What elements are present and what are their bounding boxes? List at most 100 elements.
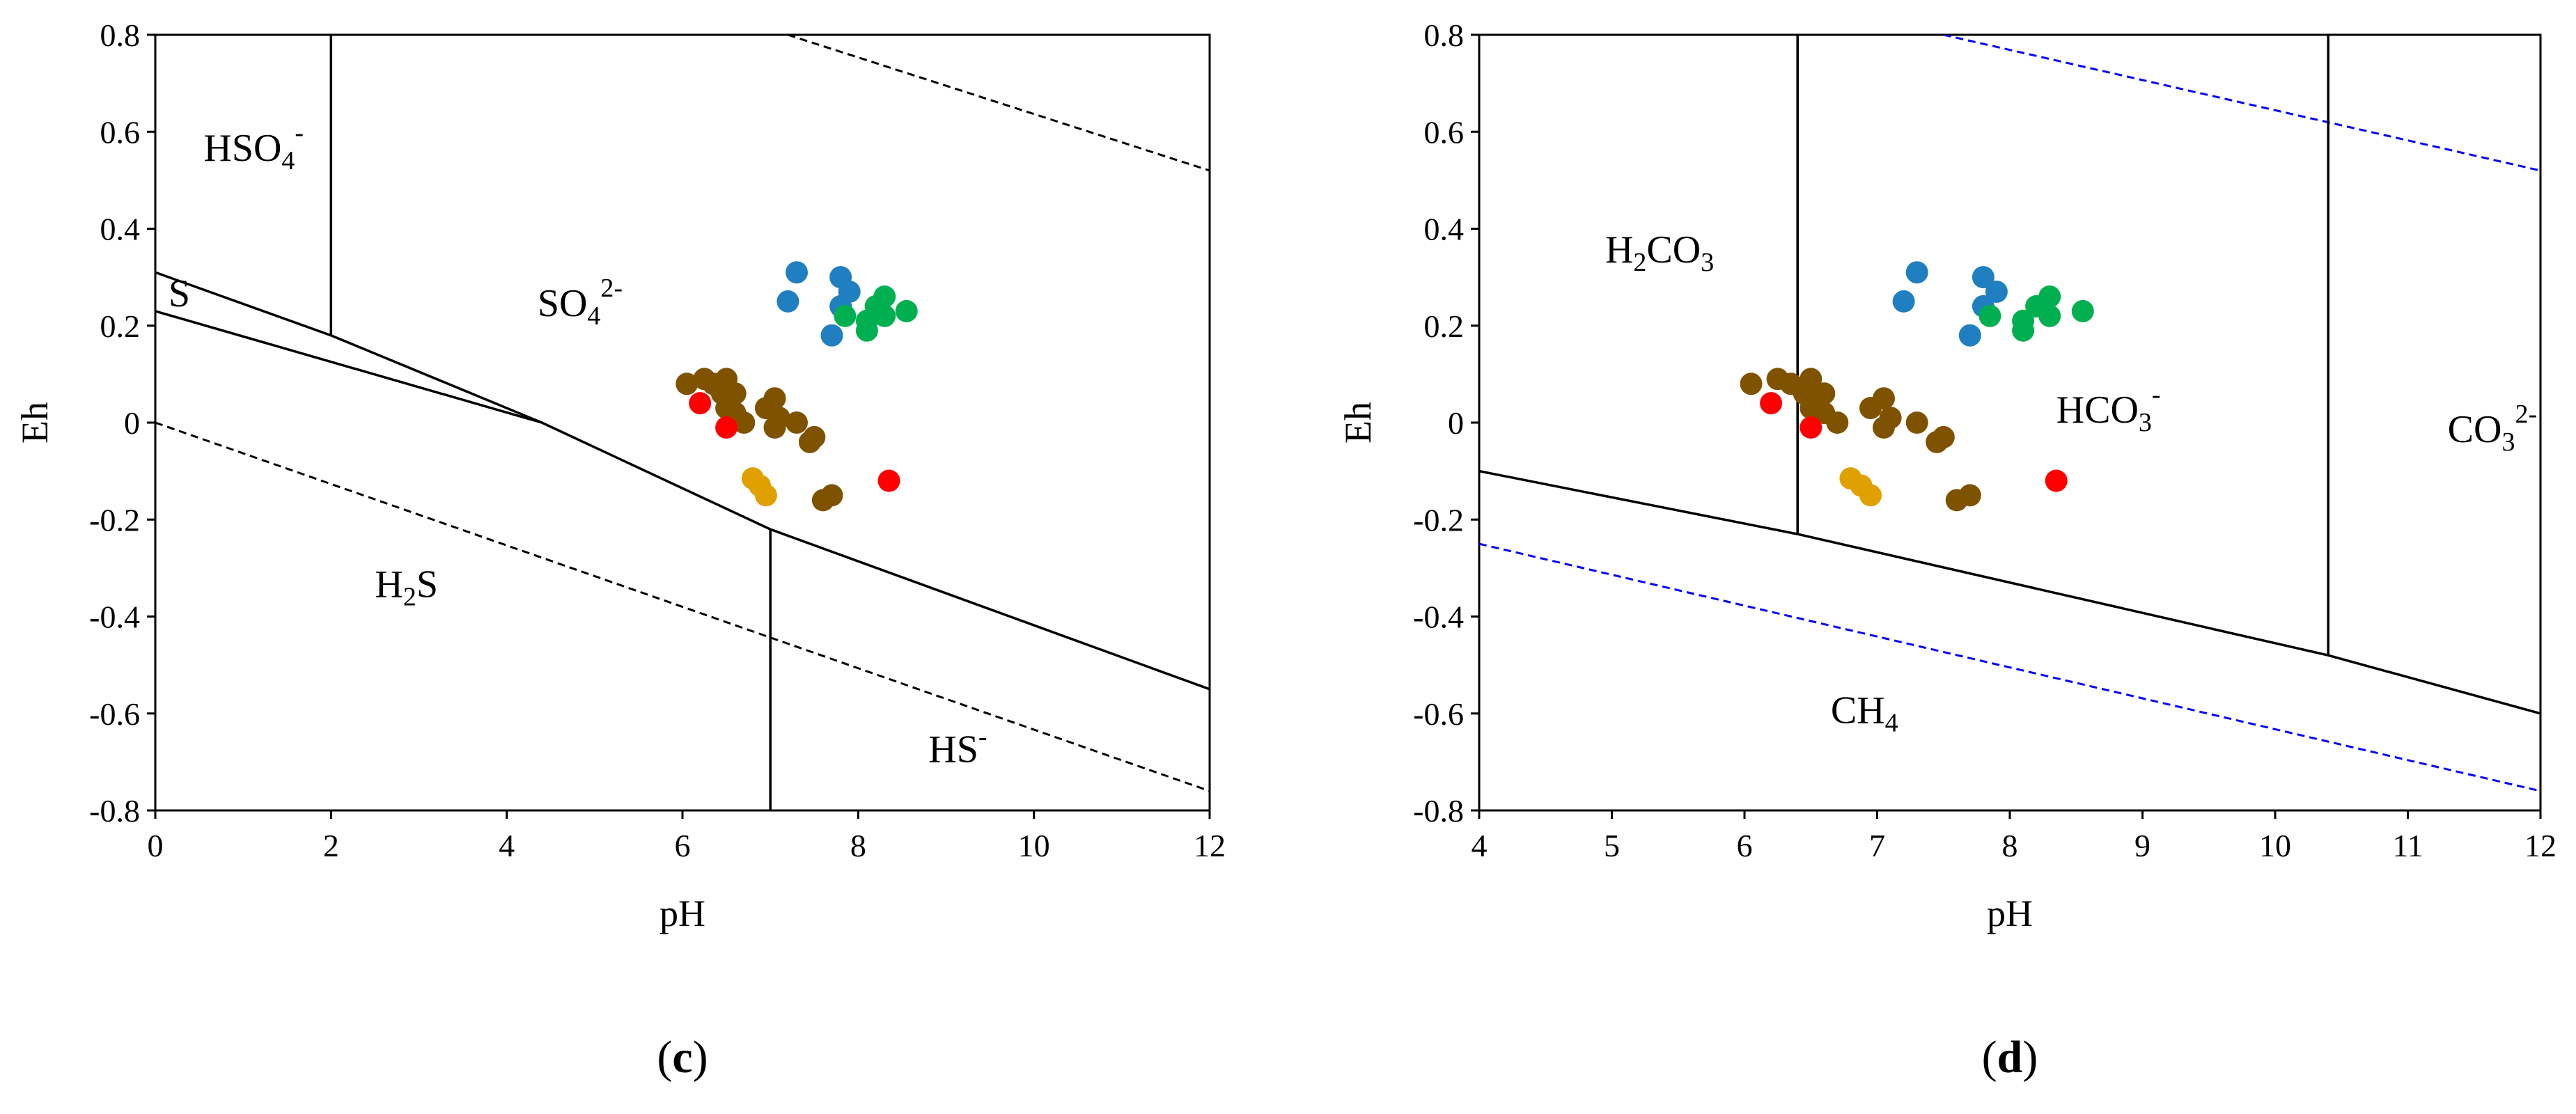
data-point-red: [1760, 392, 1783, 415]
y-tick-label: 0.6: [1424, 114, 1465, 150]
series-brown: [1740, 368, 1981, 512]
boundary-sulfur-lower-boundary: [155, 310, 542, 424]
data-point-green: [855, 319, 878, 342]
x-tick-label: 12: [2524, 828, 2557, 863]
boundary-water-lower-limit: [155, 421, 1210, 792]
panel-label: (c): [657, 1032, 708, 1083]
x-axis-title: pH: [1987, 893, 2033, 934]
data-point-brown: [1873, 416, 1895, 439]
data-point-green: [873, 304, 896, 327]
series-blue: [1892, 261, 2008, 347]
series-green: [834, 285, 918, 342]
y-tick-label: 0.2: [100, 308, 141, 344]
y-tick-label: -0.4: [1413, 599, 1464, 635]
x-axis-title: pH: [659, 893, 705, 934]
data-point-blue: [820, 324, 843, 347]
series-orange: [1839, 467, 1882, 507]
data-point-blue: [1972, 266, 1995, 289]
series-red: [1760, 392, 2068, 492]
data-point-red: [715, 416, 738, 439]
region-label: S: [169, 272, 190, 315]
y-axis-title: Eh: [14, 402, 56, 444]
x-tick-label: 2: [323, 828, 339, 863]
data-point-brown: [676, 372, 698, 395]
region-label: HCO3-: [2056, 380, 2161, 437]
data-point-orange: [754, 484, 777, 507]
x-tick-label: 4: [499, 828, 515, 863]
region-label: HS-: [928, 722, 987, 771]
y-tick-label: 0.6: [100, 114, 141, 150]
y-tick-label: 0.8: [100, 17, 141, 53]
y-tick-label: -0.8: [89, 793, 140, 829]
x-tick-label: 12: [1194, 828, 1226, 863]
series-orange: [741, 467, 777, 507]
y-tick-label: 0.4: [100, 212, 141, 247]
series-brown: [676, 368, 843, 512]
data-point-blue: [1892, 290, 1915, 313]
data-point-brown: [1813, 382, 1836, 405]
chart-panel-c: 0 2 4 6 8 10 12 -0.8 -0.6 -0.4 -0.2 0 0.2 0.4 0.6 0.8 pH…: [14, 17, 1226, 1083]
x-tick-label: 8: [2002, 828, 2018, 863]
region-label: SO42-: [538, 274, 623, 331]
y-axis-title: Eh: [1337, 402, 1379, 444]
boundary-water-upper-limit: [787, 35, 1210, 172]
data-point-green: [895, 299, 918, 322]
region-label: HSO4-: [203, 118, 304, 175]
region-label: H2S: [375, 563, 438, 612]
y-tick-label: -0.4: [89, 599, 140, 635]
y-tick-label: -0.2: [1413, 502, 1464, 538]
boundary-ch4-boundary: [1479, 469, 2540, 715]
data-point-green: [2012, 319, 2035, 342]
data-point-blue: [1958, 324, 1981, 347]
data-point-brown: [1826, 411, 1849, 434]
x-tick-label: 6: [675, 828, 691, 863]
data-point-brown: [1932, 425, 1955, 448]
y-tick-label: 0: [1448, 405, 1464, 441]
plot-frame: [1478, 33, 2542, 812]
series-blue: [776, 261, 861, 347]
data-point-blue: [776, 290, 799, 313]
data-point-blue: [786, 261, 808, 284]
data-point-brown: [733, 411, 756, 434]
data-point-brown: [763, 416, 786, 439]
x-tick-label: 6: [1737, 828, 1753, 863]
series-green: [1978, 285, 2094, 342]
y-tick-label: -0.2: [89, 502, 140, 538]
region-label: CH4: [1831, 689, 1898, 738]
y-tick-label: -0.6: [1413, 696, 1464, 732]
data-point-red: [689, 392, 712, 415]
panel-label: (d): [1982, 1032, 2038, 1083]
x-tick-label: 10: [1018, 828, 1050, 863]
data-point-brown: [786, 411, 808, 434]
data-point-green: [2038, 304, 2061, 327]
data-point-brown: [1958, 484, 1981, 507]
data-point-green: [834, 304, 857, 327]
boundary-sulfur-upper-boundary: [155, 271, 1210, 691]
y-tick-label: 0.8: [1424, 17, 1465, 53]
data-point-red: [2045, 469, 2068, 492]
region-label: H2CO3: [1605, 228, 1714, 277]
boundary-water-upper-limit: [1943, 35, 2540, 172]
x-tick-label: 10: [2259, 828, 2291, 863]
x-tick-label: 9: [2134, 828, 2150, 863]
data-point-brown: [820, 484, 843, 507]
x-tick-label: 4: [1472, 828, 1488, 863]
phase-boundaries: [155, 35, 1210, 810]
x-tick-label: 5: [1604, 828, 1620, 863]
data-point-green: [1978, 304, 2001, 327]
data-point-brown: [1873, 387, 1895, 410]
x-tick-label: 11: [2392, 828, 2423, 863]
plot-frame: [154, 33, 1211, 812]
phase-boundaries: [1479, 35, 2540, 792]
data-point-green: [2071, 299, 2094, 322]
x-tick-label: 8: [850, 828, 866, 863]
chart-panel-d: 4 5 6 7 8 9 10 11 12 -0.8 -0.6 -0.4 -0.2 0 0.2 0.4 0.6 0.…: [1337, 17, 2557, 1083]
y-tick-label: 0.4: [1424, 212, 1465, 247]
series-red: [689, 392, 900, 492]
x-tick-label: 7: [1869, 828, 1885, 863]
data-point-red: [1800, 416, 1822, 439]
boundary-water-lower-limit: [1479, 542, 2540, 792]
data-point-blue: [1905, 261, 1928, 284]
data-point-blue: [1985, 281, 2008, 303]
